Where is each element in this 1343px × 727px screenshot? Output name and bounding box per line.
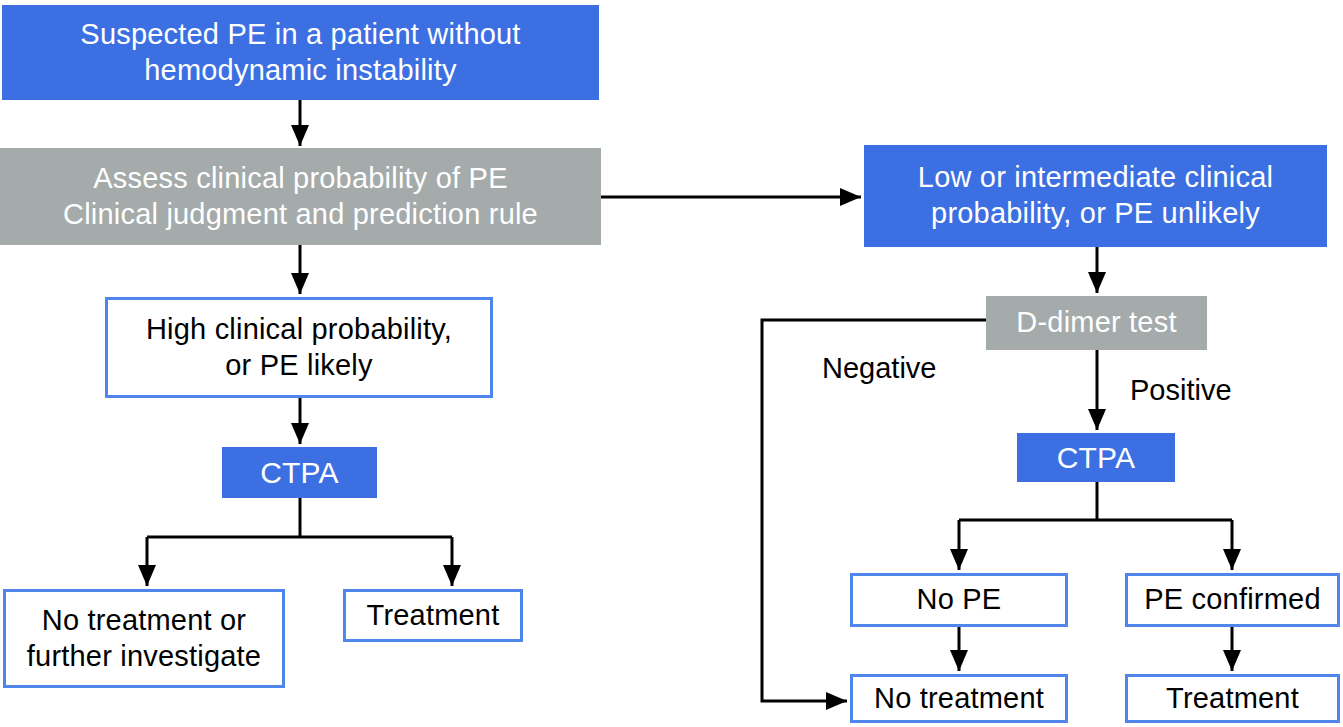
node-high-probability-line1: High clinical probability, bbox=[146, 312, 452, 348]
node-no-pe-label: No PE bbox=[917, 582, 1002, 618]
node-suspected-pe-line2: hemodynamic instability bbox=[144, 53, 456, 89]
node-assess-probability-line2: Clinical judgment and prediction rule bbox=[63, 197, 538, 233]
node-suspected-pe-line1: Suspected PE in a patient without bbox=[80, 17, 520, 53]
node-treatment-right: Treatment bbox=[1125, 674, 1340, 723]
node-no-treatment-right: No treatment bbox=[850, 674, 1068, 723]
node-ctpa-left-label: CTPA bbox=[260, 454, 339, 491]
node-high-probability-line2: or PE likely bbox=[225, 348, 372, 384]
edge-label-negative: Negative bbox=[822, 352, 936, 385]
node-treatment-left-label: Treatment bbox=[367, 598, 500, 634]
node-high-probability: High clinical probability, or PE likely bbox=[105, 297, 493, 398]
node-low-intermediate-line2: probability, or PE unlikely bbox=[931, 196, 1260, 232]
node-suspected-pe: Suspected PE in a patient without hemody… bbox=[2, 5, 599, 100]
node-low-intermediate-probability: Low or intermediate clinical probability… bbox=[864, 145, 1327, 247]
node-pe-confirmed-label: PE confirmed bbox=[1144, 582, 1320, 618]
node-no-treatment-or-investigate-line2: further investigate bbox=[27, 639, 261, 675]
flowchart-canvas: Suspected PE in a patient without hemody… bbox=[0, 0, 1343, 727]
node-ctpa-left: CTPA bbox=[222, 447, 377, 498]
node-assess-probability: Assess clinical probability of PE Clinic… bbox=[0, 148, 601, 245]
node-assess-probability-line1: Assess clinical probability of PE bbox=[93, 161, 507, 197]
node-treatment-left: Treatment bbox=[343, 589, 523, 642]
node-ctpa-right-label: CTPA bbox=[1057, 439, 1136, 476]
node-no-treatment-or-investigate: No treatment or further investigate bbox=[3, 589, 285, 688]
node-ctpa-right: CTPA bbox=[1017, 433, 1175, 482]
node-treatment-right-label: Treatment bbox=[1166, 681, 1299, 717]
node-no-treatment-right-label: No treatment bbox=[874, 681, 1044, 717]
node-d-dimer-test: D-dimer test bbox=[986, 296, 1207, 350]
node-pe-confirmed: PE confirmed bbox=[1125, 573, 1340, 627]
node-no-pe: No PE bbox=[850, 573, 1068, 627]
node-low-intermediate-line1: Low or intermediate clinical bbox=[918, 160, 1273, 196]
node-no-treatment-or-investigate-line1: No treatment or bbox=[42, 603, 246, 639]
edge-label-positive: Positive bbox=[1130, 374, 1232, 407]
node-d-dimer-test-label: D-dimer test bbox=[1016, 305, 1176, 341]
